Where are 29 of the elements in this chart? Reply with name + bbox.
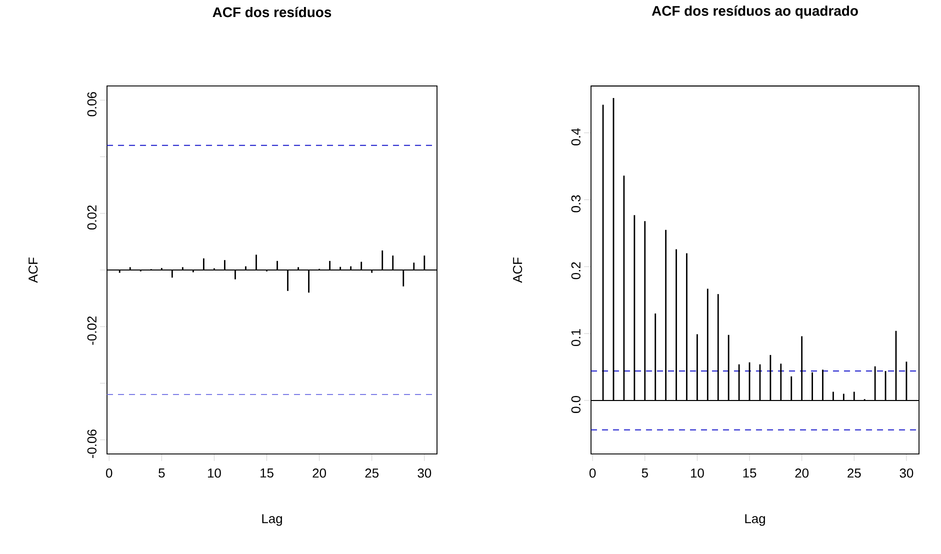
x-tick-label: 30 <box>418 468 432 478</box>
x-tick-label: 20 <box>312 468 326 478</box>
x-axis-title: Lag <box>262 514 282 526</box>
y-tick-label: -0.02 <box>87 316 96 345</box>
y-axis-title: ACF <box>512 258 522 283</box>
y-tick-label: 0.2 <box>571 262 580 280</box>
x-tick-label: 10 <box>690 468 704 478</box>
x-axis-title: Lag <box>745 514 765 526</box>
y-tick-label: 0.0 <box>571 396 580 413</box>
y-tick-label: -0.06 <box>87 430 96 458</box>
x-tick-label: 25 <box>365 468 379 478</box>
chart-title: ACF dos resíduos ao quadrado <box>652 5 858 19</box>
y-tick-label: 0.4 <box>571 128 580 146</box>
y-tick-label: 0.3 <box>571 195 580 212</box>
y-tick-label: 0.02 <box>87 205 96 230</box>
x-tick-label: 0 <box>589 468 596 478</box>
x-tick-label: 5 <box>642 468 648 478</box>
x-tick-label: 30 <box>900 468 914 478</box>
chart-title: ACF dos resíduos <box>212 6 332 18</box>
y-axis-title: ACF <box>28 258 38 283</box>
x-tick-label: 15 <box>743 468 756 478</box>
y-tick-label: 0.1 <box>571 329 580 346</box>
x-tick-label: 0 <box>106 468 112 478</box>
x-tick-label: 25 <box>848 468 861 478</box>
x-tick-label: 5 <box>158 468 165 478</box>
x-tick-label: 20 <box>795 468 809 478</box>
y-tick-label: 0.06 <box>87 92 96 116</box>
x-tick-label: 10 <box>208 468 221 478</box>
x-tick-label: 15 <box>260 468 274 478</box>
